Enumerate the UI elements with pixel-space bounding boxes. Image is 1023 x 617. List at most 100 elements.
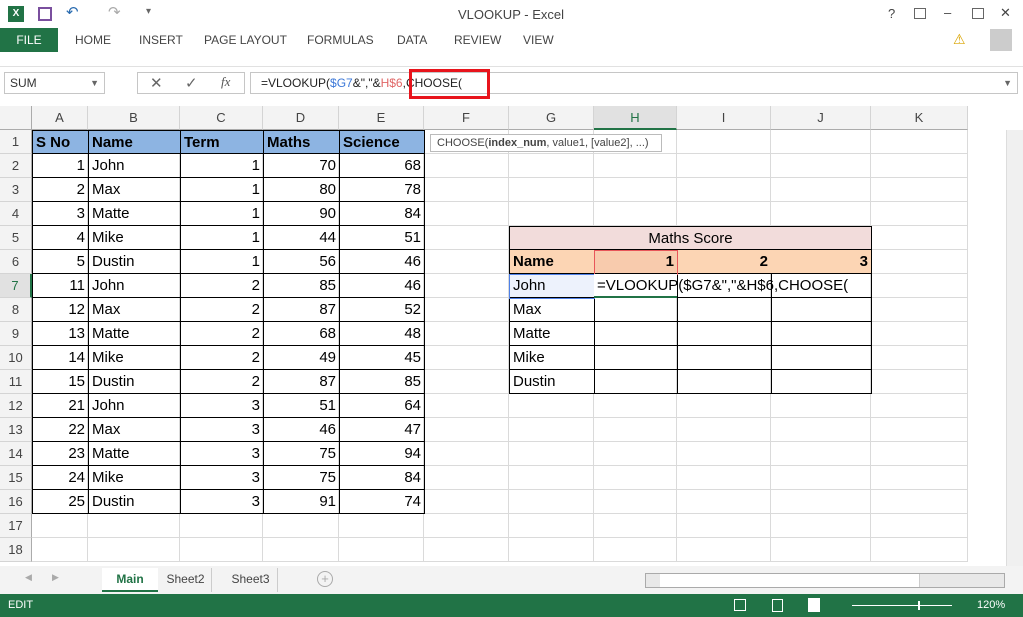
cell[interactable] bbox=[88, 538, 180, 562]
zoom-level[interactable]: 120% bbox=[977, 599, 1006, 611]
table-cell[interactable]: 84 bbox=[339, 202, 425, 226]
table-cell[interactable]: 87 bbox=[263, 370, 340, 394]
cell[interactable] bbox=[594, 490, 677, 514]
name-box[interactable]: SUM ▼ bbox=[4, 72, 105, 94]
cell[interactable] bbox=[594, 418, 677, 442]
score-name[interactable]: Dustin bbox=[509, 370, 595, 394]
table-cell[interactable]: Mike bbox=[88, 346, 181, 370]
table-cell[interactable]: 2 bbox=[180, 370, 264, 394]
cell[interactable] bbox=[677, 418, 771, 442]
table-cell[interactable]: John bbox=[88, 394, 181, 418]
row-header-11[interactable]: 11 bbox=[0, 370, 32, 394]
score-cell[interactable] bbox=[677, 298, 772, 322]
score-cell[interactable] bbox=[771, 298, 872, 322]
table-cell[interactable]: 75 bbox=[263, 442, 340, 466]
score-cell[interactable] bbox=[771, 322, 872, 346]
cell[interactable] bbox=[771, 178, 871, 202]
table-cell[interactable]: 25 bbox=[32, 490, 89, 514]
cell[interactable] bbox=[771, 466, 871, 490]
sheet-tab-sheet3[interactable]: Sheet3 bbox=[224, 568, 278, 592]
cell[interactable] bbox=[509, 418, 594, 442]
table-cell[interactable]: 13 bbox=[32, 322, 89, 346]
scroll-left-icon[interactable]: ◀ bbox=[25, 572, 32, 582]
score-cell[interactable] bbox=[677, 274, 772, 298]
cell[interactable] bbox=[424, 346, 509, 370]
page-layout-view-icon[interactable] bbox=[772, 599, 783, 612]
column-header-g[interactable]: G bbox=[509, 106, 594, 130]
column-header-e[interactable]: E bbox=[339, 106, 424, 130]
normal-view-icon[interactable] bbox=[734, 599, 746, 611]
row-header-16[interactable]: 16 bbox=[0, 490, 32, 514]
cell[interactable] bbox=[677, 538, 771, 562]
table-cell[interactable]: 68 bbox=[339, 154, 425, 178]
cell[interactable] bbox=[771, 202, 871, 226]
table-cell[interactable]: 1 bbox=[32, 154, 89, 178]
table-cell[interactable]: 49 bbox=[263, 346, 340, 370]
score-title[interactable]: Maths Score bbox=[509, 226, 872, 250]
cell[interactable] bbox=[424, 322, 509, 346]
cell[interactable] bbox=[771, 490, 871, 514]
cell[interactable] bbox=[594, 178, 677, 202]
active-cell-editor[interactable]: =VLOOKUP($G7&","&H$6,CHOOSE( bbox=[594, 274, 848, 298]
table-cell[interactable]: 2 bbox=[180, 346, 264, 370]
table-cell[interactable]: 91 bbox=[263, 490, 340, 514]
table-cell[interactable]: 78 bbox=[339, 178, 425, 202]
table-cell[interactable]: 2 bbox=[180, 274, 264, 298]
tab-data[interactable]: DATA bbox=[397, 33, 428, 47]
cell[interactable] bbox=[339, 538, 424, 562]
row-header-1[interactable]: 1 bbox=[0, 130, 32, 154]
tab-formulas[interactable]: FORMULAS bbox=[307, 33, 374, 47]
cell[interactable] bbox=[677, 394, 771, 418]
cell[interactable] bbox=[677, 490, 771, 514]
cell[interactable] bbox=[509, 538, 594, 562]
table-cell[interactable]: Matte bbox=[88, 322, 181, 346]
table-cell[interactable]: 3 bbox=[180, 394, 264, 418]
cell[interactable] bbox=[871, 346, 968, 370]
table-cell[interactable]: 47 bbox=[339, 418, 425, 442]
cell[interactable] bbox=[424, 274, 509, 298]
row-header-10[interactable]: 10 bbox=[0, 346, 32, 370]
column-header-d[interactable]: D bbox=[263, 106, 339, 130]
column-header-c[interactable]: C bbox=[180, 106, 263, 130]
vertical-scrollbar[interactable] bbox=[1006, 130, 1023, 566]
cell[interactable] bbox=[594, 154, 677, 178]
cell[interactable] bbox=[594, 514, 677, 538]
sheet-tab-main[interactable]: Main bbox=[102, 568, 158, 592]
row-header-5[interactable]: 5 bbox=[0, 226, 32, 250]
table-cell[interactable]: 2 bbox=[180, 322, 264, 346]
new-sheet-button[interactable]: + bbox=[317, 571, 333, 587]
table-cell[interactable]: 3 bbox=[32, 202, 89, 226]
score-cell[interactable] bbox=[771, 346, 872, 370]
zoom-slider[interactable] bbox=[852, 605, 952, 606]
cell[interactable] bbox=[871, 130, 968, 154]
cell[interactable] bbox=[594, 394, 677, 418]
table-cell[interactable]: 11 bbox=[32, 274, 89, 298]
table-cell[interactable]: 84 bbox=[339, 466, 425, 490]
cell[interactable] bbox=[677, 202, 771, 226]
cell[interactable] bbox=[263, 538, 339, 562]
tab-review[interactable]: REVIEW bbox=[454, 33, 502, 47]
cell[interactable] bbox=[424, 394, 509, 418]
table-cell[interactable]: Mike bbox=[88, 466, 181, 490]
cell[interactable] bbox=[677, 154, 771, 178]
row-header-14[interactable]: 14 bbox=[0, 442, 32, 466]
cell[interactable] bbox=[871, 226, 968, 250]
table-cell[interactable]: 46 bbox=[263, 418, 340, 442]
column-header-i[interactable]: I bbox=[677, 106, 771, 130]
page-break-view-icon[interactable] bbox=[808, 598, 820, 612]
cell[interactable] bbox=[871, 274, 968, 298]
table-cell[interactable]: Matte bbox=[88, 202, 181, 226]
cell[interactable] bbox=[677, 130, 771, 154]
cell[interactable] bbox=[771, 130, 871, 154]
table-cell[interactable]: 2 bbox=[32, 178, 89, 202]
score-name[interactable]: Max bbox=[509, 298, 595, 322]
chevron-down-icon[interactable]: ▼ bbox=[1003, 78, 1012, 88]
table-cell[interactable]: Max bbox=[88, 298, 181, 322]
score-cell[interactable] bbox=[594, 370, 678, 394]
tab-insert[interactable]: INSERT bbox=[139, 33, 183, 47]
select-all-button[interactable] bbox=[0, 106, 32, 130]
score-name[interactable]: Mike bbox=[509, 346, 595, 370]
column-header-h[interactable]: H bbox=[594, 106, 677, 130]
column-header-b[interactable]: B bbox=[88, 106, 180, 130]
undo-icon[interactable]: ↶ bbox=[66, 4, 79, 21]
